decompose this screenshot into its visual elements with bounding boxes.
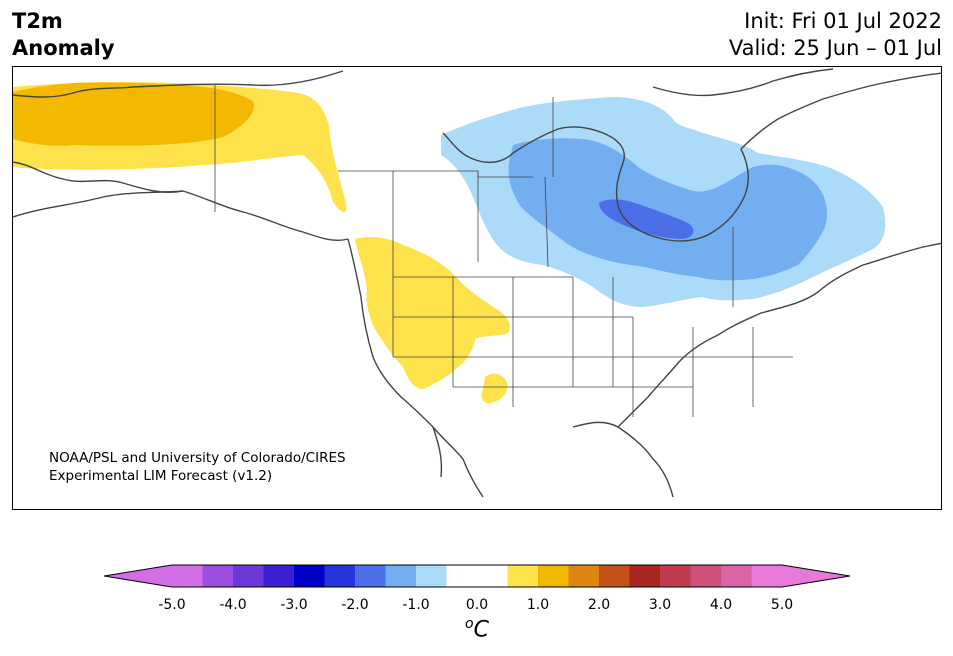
colorbar-outline [104, 564, 850, 588]
colorbar-bin [446, 565, 478, 587]
colorbar-tick-label: -4.0 [219, 597, 247, 613]
colorbar-bin [538, 565, 569, 587]
colorbar-tick-label: 0.0 [465, 597, 489, 613]
anomaly-map [12, 66, 942, 510]
colorbar-low-extend [104, 565, 172, 587]
credit-line-1: NOAA/PSL and University of Colorado/CIRE… [49, 450, 346, 466]
colorbar-bin [660, 565, 691, 587]
colorbar-tick-label: -5.0 [158, 597, 186, 613]
colorbar-bin [477, 565, 508, 587]
unit-celsius: C [473, 617, 489, 643]
colorbar-bin [233, 565, 264, 587]
colorbar-bin [202, 565, 234, 587]
colorbar-bin [172, 565, 203, 587]
credit-line-2: Experimental LIM Forecast (v1.2) [49, 468, 273, 484]
colorbar-tick-label: -3.0 [280, 597, 308, 613]
gold-anomaly-alaska [13, 82, 254, 146]
colorbar-unit: oC [465, 616, 489, 642]
colorbar-tick-label: -2.0 [341, 597, 369, 613]
colorbar-tick-label: -1.0 [402, 597, 430, 613]
colorbar-bin [599, 565, 630, 587]
colorbar-bin [416, 565, 447, 587]
valid-range: Valid: 25 Jun – 01 Jul [728, 36, 942, 60]
map-canvas [13, 68, 941, 498]
title-variable: T2m [12, 9, 63, 33]
colorbar-bin [568, 565, 600, 587]
colorbar-tick-label: 3.0 [648, 597, 672, 613]
cold-anomaly-dark [599, 199, 694, 239]
colorbar-bin [629, 565, 661, 587]
colorbar-bin [263, 565, 295, 587]
warm-anomaly-southwest [481, 373, 508, 404]
credit-text: NOAA/PSL and University of Colorado/CIRE… [49, 449, 346, 485]
colorbar-bin [751, 565, 783, 587]
colorbar-bin [355, 565, 386, 587]
colorbar-bin [294, 565, 325, 587]
cold-anomaly-mid [508, 138, 828, 281]
colorbar [104, 564, 850, 588]
init-date: Init: Fri 01 Jul 2022 [744, 9, 942, 33]
map-title: T2m Anomaly [12, 8, 115, 62]
warm-anomaly-western-us [355, 237, 510, 389]
colorbar-bin [385, 565, 417, 587]
colorbar-bin [324, 565, 356, 587]
title-field: Anomaly [12, 36, 115, 60]
colorbar-bin [690, 565, 722, 587]
colorbar-tick-label: 5.0 [770, 597, 794, 613]
colorbar-bin [507, 565, 539, 587]
unit-degree: o [465, 616, 474, 632]
colorbar-tick-label: 1.0 [526, 597, 550, 613]
colorbar-bin [721, 565, 752, 587]
colorbar-high-extend [782, 565, 850, 587]
political-borders [214, 85, 793, 417]
colorbar-tick-label: 2.0 [587, 597, 611, 613]
colorbar-tick-label: 4.0 [709, 597, 733, 613]
forecast-dates: Init: Fri 01 Jul 2022 Valid: 25 Jun – 01… [729, 8, 942, 62]
